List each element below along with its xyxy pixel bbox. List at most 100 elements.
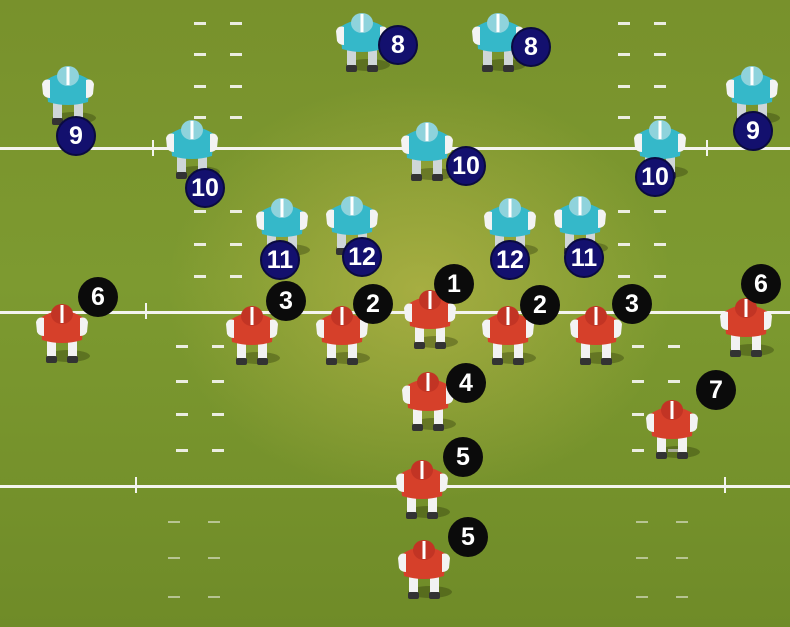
hash-mark (212, 449, 224, 452)
hash-mark (668, 449, 680, 452)
player-icon (482, 306, 536, 365)
defender-number-badge: 8 (378, 25, 418, 65)
hash-mark (212, 380, 224, 383)
offensive-player-number-badge: 6 (78, 277, 118, 317)
hash-mark (676, 521, 688, 523)
hash-mark (208, 596, 220, 598)
yard-line-tick (145, 303, 147, 319)
defender-number-badge: 8 (511, 27, 551, 67)
hash-mark (668, 380, 680, 383)
player-icon (316, 306, 370, 365)
hash-mark (632, 449, 644, 452)
hash-mark (194, 22, 206, 25)
hash-mark (230, 53, 242, 56)
defender-number-badge: 9 (733, 111, 773, 151)
hash-mark (230, 243, 242, 246)
hash-mark (676, 596, 688, 598)
hash-mark (654, 243, 666, 246)
hash-mark (168, 557, 180, 559)
yard-line (0, 485, 790, 488)
offensive-player-number-badge: 5 (443, 437, 483, 477)
hash-mark (636, 596, 648, 598)
player-icon (226, 306, 280, 365)
yard-line-tick (706, 140, 708, 156)
hash-mark (194, 243, 206, 246)
hash-mark (194, 210, 206, 213)
defender-figure (397, 114, 457, 184)
defender-number-badge: 11 (260, 240, 300, 280)
defender-number-badge: 12 (342, 237, 382, 277)
hash-mark (230, 116, 242, 119)
hash-mark (176, 380, 188, 383)
offensive-player-figure (642, 392, 702, 462)
hash-mark (194, 116, 206, 119)
player-icon (396, 460, 450, 519)
offensive-player-number-badge: 5 (448, 517, 488, 557)
player-icon (336, 13, 390, 72)
hash-mark (194, 275, 206, 278)
hash-mark (618, 116, 630, 119)
offensive-player-figure (222, 298, 282, 368)
player-icon (720, 298, 774, 357)
hash-mark (618, 275, 630, 278)
offensive-player-figure (400, 282, 460, 352)
yard-line-tick (135, 477, 137, 493)
player-icon (36, 304, 90, 363)
hash-mark (632, 413, 644, 416)
hash-mark (176, 449, 188, 452)
yard-line (0, 147, 790, 150)
player-icon (472, 13, 526, 72)
hash-mark (654, 85, 666, 88)
offensive-player-figure (312, 298, 372, 368)
hash-mark (618, 210, 630, 213)
player-icon (402, 372, 456, 431)
hash-mark (632, 380, 644, 383)
defender-number-badge: 12 (490, 240, 530, 280)
hash-mark (618, 22, 630, 25)
offensive-player-figure (398, 364, 458, 434)
offensive-player-number-badge: 7 (696, 370, 736, 410)
offensive-player-number-badge: 6 (741, 264, 781, 304)
hash-mark (194, 85, 206, 88)
defender-number-badge: 10 (185, 168, 225, 208)
hash-mark (636, 557, 648, 559)
offensive-player-figure (392, 452, 452, 522)
defender-number-badge: 11 (564, 238, 604, 278)
hash-mark (176, 345, 188, 348)
hash-mark (208, 521, 220, 523)
hash-mark (654, 53, 666, 56)
hash-mark (168, 521, 180, 523)
player-icon (398, 540, 452, 599)
hash-mark (212, 345, 224, 348)
player-icon (646, 400, 700, 459)
hash-mark (230, 85, 242, 88)
player-icon (401, 122, 455, 181)
yard-line (0, 311, 790, 314)
hash-mark (618, 85, 630, 88)
hash-mark (618, 53, 630, 56)
hash-mark (618, 243, 630, 246)
defender-figure (468, 5, 528, 75)
player-icon (570, 306, 624, 365)
offensive-player-number-badge: 4 (446, 363, 486, 403)
offensive-player-number-badge: 1 (434, 264, 474, 304)
hash-mark (654, 210, 666, 213)
hash-mark (176, 413, 188, 416)
hash-mark (654, 116, 666, 119)
hash-mark (636, 521, 648, 523)
player-icon (404, 290, 458, 349)
offensive-player-number-badge: 2 (520, 285, 560, 325)
hash-mark (632, 345, 644, 348)
offensive-player-figure (566, 298, 626, 368)
yard-line-tick (152, 140, 154, 156)
yard-line-tick (724, 477, 726, 493)
hash-mark (212, 413, 224, 416)
offensive-player-figure (394, 532, 454, 602)
defender-figure (332, 5, 392, 75)
offensive-player-figure (32, 296, 92, 366)
hash-mark (654, 22, 666, 25)
offensive-player-number-badge: 3 (612, 284, 652, 324)
defender-number-badge: 10 (635, 157, 675, 197)
hash-mark (668, 345, 680, 348)
